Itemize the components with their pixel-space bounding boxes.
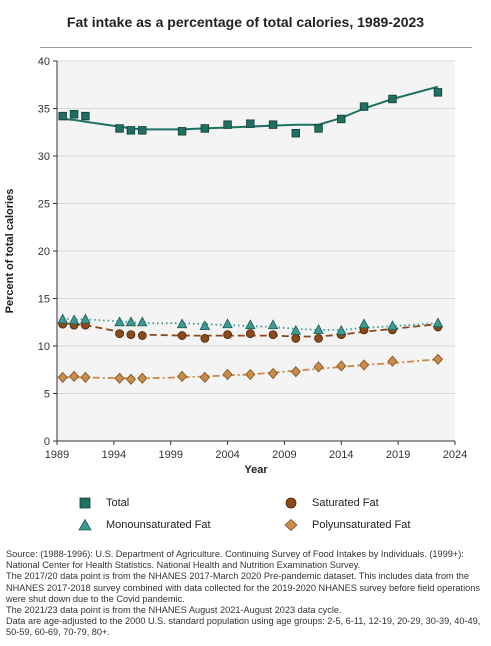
footnote-line: Source: (1988-1996): U.S. Department of … [6,549,464,571]
mono-point [80,313,91,324]
mono-point [137,316,148,327]
mono-point [125,316,137,327]
poly-point [125,373,136,385]
total-point [177,127,187,136]
y-tick-label: 10 [38,341,50,353]
y-tick-label: 5 [44,389,50,401]
total-point [81,111,90,121]
total-point [246,119,255,128]
poly-point [222,368,233,381]
mono-point [57,313,68,324]
poly-point [387,355,398,367]
total-point [69,110,79,119]
x-tick-label: 2019 [386,449,410,461]
saturated-point [245,329,255,339]
axes: 0 5 10 15 20 25 30 35 40 1989 1994 1999 2004 2009 2014… [38,56,467,461]
total-point [433,88,443,97]
mono-point [245,319,256,330]
mono-point [432,317,444,328]
mono-point [387,320,398,331]
x-tick-label: 1999 [158,449,182,461]
poly-point [199,371,210,383]
mono-point [199,320,211,331]
y-tick-label: 0 [44,436,50,448]
footnote-line: The 2021/23 data point is from the NHANE… [6,605,342,616]
x-tick-label: 1994 [102,449,126,461]
poly-point [432,353,443,365]
poly-point [245,368,256,381]
y-tick-label: 20 [38,246,50,258]
x-tick-label: 2014 [329,449,353,461]
mono-point [290,324,302,335]
saturated-point [177,331,187,340]
trend-line [62,358,438,380]
trend-line [62,317,438,331]
mono-point [313,324,324,334]
saturated-point [200,333,210,343]
total-point [138,126,147,135]
x-tick-label: 2024 [443,449,467,461]
poly-point [69,370,80,382]
poly-point [137,372,148,384]
total-point [115,124,124,133]
mono-point [267,319,279,330]
saturated-point [291,333,301,343]
total-point [223,120,232,129]
saturated-point [137,331,147,340]
title-divider [40,47,472,48]
y-tick-label: 30 [38,151,50,163]
x-axis-label: Year [244,464,268,476]
poly-point [358,359,370,371]
x-tick-label: 1989 [45,449,69,461]
gridlines [57,60,455,394]
total-point [337,114,346,124]
y-tick-label: 15 [38,294,50,306]
mono-point [114,316,125,327]
mono-point [68,314,80,325]
source-footnote: Source: (1988-1996): U.S. Department of … [6,549,488,639]
x-tick-label: 2009 [272,449,296,461]
total-point [58,111,67,121]
poly-point [57,371,68,383]
y-tick-label: 40 [38,56,50,68]
poly-point [290,366,301,378]
x-tick-label: 2004 [215,449,239,461]
mono-point [336,324,347,335]
chart-title: Fat intake as a percentage of total calo… [66,14,425,30]
footnote-line: The 2017/20 data point is from the NHANE… [6,571,480,604]
total-point [314,124,323,133]
poly-point [177,370,188,382]
poly-point [114,372,125,384]
total-point [126,126,136,135]
saturated-point [115,329,124,339]
y-axis-label: Percent of total calories [4,189,16,314]
poly-point [336,360,347,372]
mono-point [222,318,233,329]
saturated-point [314,333,323,343]
mono-point [176,318,188,329]
saturated-point [268,330,278,340]
total-point [291,128,300,138]
y-tick-label: 25 [38,199,50,211]
saturated-point [126,330,136,340]
mono-point [358,318,370,329]
y-tick-label: 35 [38,104,50,116]
total-point [359,102,369,111]
total-point [268,120,278,129]
data-markers [57,88,444,385]
poly-point [268,367,279,380]
saturated-point [223,330,232,340]
total-point [200,124,210,133]
total-point [388,94,397,104]
footnote-line: Data are age-adjusted to the 2000 U.S. s… [6,616,481,638]
poly-point [80,371,91,383]
poly-point [313,361,324,373]
